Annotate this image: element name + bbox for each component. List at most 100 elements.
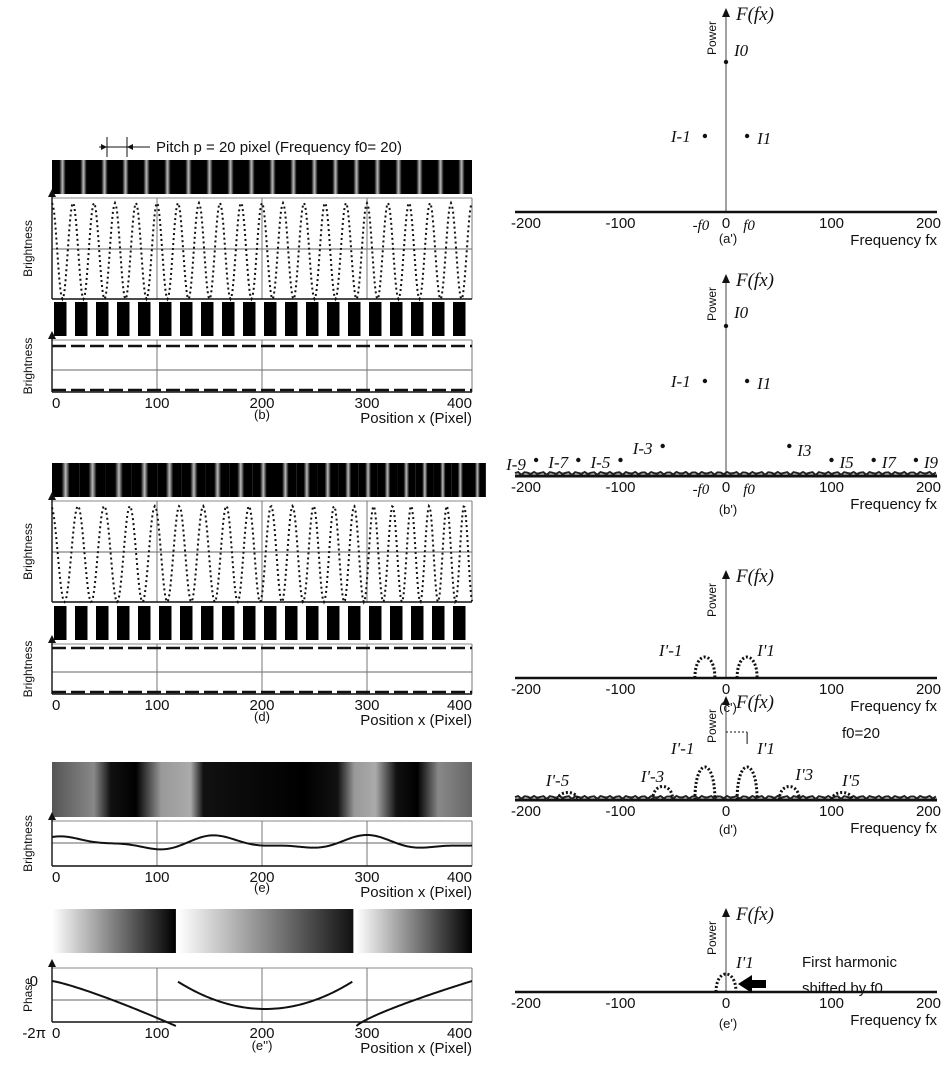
- power-axis-arrow: [722, 696, 730, 705]
- brightness-curve: [51, 502, 473, 605]
- right-panel-0: Power F(fx) I0 I-1 I1 -200 -100 100 200 -f0 0 f0 (a'…: [511, 4, 941, 249]
- pattern-strip: [52, 762, 472, 817]
- peak-marker: [787, 443, 792, 449]
- y-axis-label: Brightness: [21, 220, 35, 277]
- x-tick-label: 200: [249, 1025, 274, 1042]
- f0-tick-label: -f0: [693, 218, 710, 234]
- x-tick-label: 100: [819, 479, 844, 496]
- stripe: [468, 463, 486, 497]
- peak-label: I'-1: [658, 641, 682, 660]
- x-tick-label: 100: [819, 681, 844, 698]
- peak-marker: [735, 655, 759, 679]
- phase-curve: [355, 980, 473, 1027]
- stripe: [397, 463, 416, 497]
- noise-floor: [514, 470, 937, 477]
- stripe: [79, 463, 106, 497]
- x-tick-label: -200: [511, 215, 541, 232]
- x-tick-label: 400: [447, 697, 472, 714]
- stripe: [325, 160, 346, 194]
- f0-tick-label: -f0: [693, 482, 710, 498]
- x-tick-label: -200: [511, 681, 541, 698]
- x-tick-label: 0: [52, 697, 60, 714]
- stripe: [54, 606, 67, 640]
- power-label: Power: [705, 921, 719, 955]
- panel-caption: (d'): [719, 822, 737, 837]
- x-tick-label: 0: [722, 803, 730, 820]
- peak-label: I-3: [632, 439, 653, 458]
- f0-tick-label: f0: [743, 482, 755, 498]
- peak-label: I5: [839, 453, 854, 472]
- panel-caption: (a'): [719, 231, 737, 246]
- stripe: [264, 302, 277, 336]
- y-axis-label: Brightness: [21, 815, 35, 872]
- stripe: [415, 463, 434, 497]
- stripe: [138, 302, 151, 336]
- stripe: [453, 302, 466, 336]
- stripe: [201, 606, 214, 640]
- x-tick-label: 200: [249, 697, 274, 714]
- x-axis-label: Frequency fx: [850, 1012, 937, 1029]
- stripe: [453, 606, 466, 640]
- x-tick-label: 400: [447, 395, 472, 412]
- stripe: [306, 302, 319, 336]
- peak-marker: [702, 133, 708, 139]
- stripe: [388, 160, 409, 194]
- stripe: [157, 160, 178, 194]
- x-tick-label: 0: [722, 681, 730, 698]
- peak-marker: [723, 323, 729, 329]
- x-tick-label: -200: [511, 803, 541, 820]
- y-axis-arrow: [48, 812, 56, 820]
- x-tick-label: 300: [354, 869, 379, 886]
- x-tick-label: -100: [605, 803, 635, 820]
- x-tick-label: 100: [144, 1025, 169, 1042]
- stripe: [367, 160, 388, 194]
- shift-arrow: [738, 975, 766, 993]
- stripe: [317, 463, 339, 497]
- x-tick-label: 100: [819, 803, 844, 820]
- pitch-label: Pitch p = 20 pixel (Frequency f0= 20): [156, 139, 402, 156]
- y-axis-label: Phase: [21, 978, 35, 1012]
- power-axis-arrow: [722, 8, 730, 17]
- peak-marker: [871, 457, 876, 463]
- stripe: [243, 606, 256, 640]
- peak-label: I7: [881, 453, 898, 472]
- panel-caption: (d): [254, 709, 270, 724]
- stripe: [52, 463, 80, 497]
- pattern-strip: [52, 302, 472, 336]
- peak-marker: [714, 972, 738, 993]
- power-axis-arrow: [722, 908, 730, 917]
- stripe: [241, 160, 262, 194]
- x-tick-label: 100: [144, 697, 169, 714]
- stripe: [220, 160, 241, 194]
- power-label: Power: [705, 287, 719, 321]
- stripe: [304, 160, 325, 194]
- stripe: [75, 606, 88, 640]
- peak-marker: [533, 457, 539, 463]
- stripe: [346, 160, 367, 194]
- stripe: [96, 606, 109, 640]
- stripe: [178, 160, 199, 194]
- stripe: [432, 302, 445, 336]
- peak-label: I'1: [756, 641, 775, 660]
- peak-label: I-1: [670, 372, 691, 391]
- y-axis-arrow: [48, 959, 56, 967]
- stripe: [390, 606, 403, 640]
- peak-label: I'-5: [545, 771, 569, 790]
- stripe: [222, 606, 235, 640]
- peak-label: I'5: [841, 771, 860, 790]
- pitch-annotation: Pitch p = 20 pixel (Frequency f0= 20): [99, 137, 402, 157]
- x-tick-label: 100: [144, 869, 169, 886]
- x-axis-label: Position x (Pixel): [360, 712, 472, 729]
- peak-label: I-7: [547, 453, 569, 472]
- phase-strip: [178, 909, 354, 953]
- x-tick-label: -200: [511, 995, 541, 1012]
- function-label: F(fx): [735, 692, 774, 713]
- stripe: [390, 302, 403, 336]
- stripe: [252, 463, 275, 497]
- peak-marker: [744, 133, 750, 139]
- y-axis-label: Brightness: [21, 641, 35, 698]
- brightness-curve: [51, 200, 473, 302]
